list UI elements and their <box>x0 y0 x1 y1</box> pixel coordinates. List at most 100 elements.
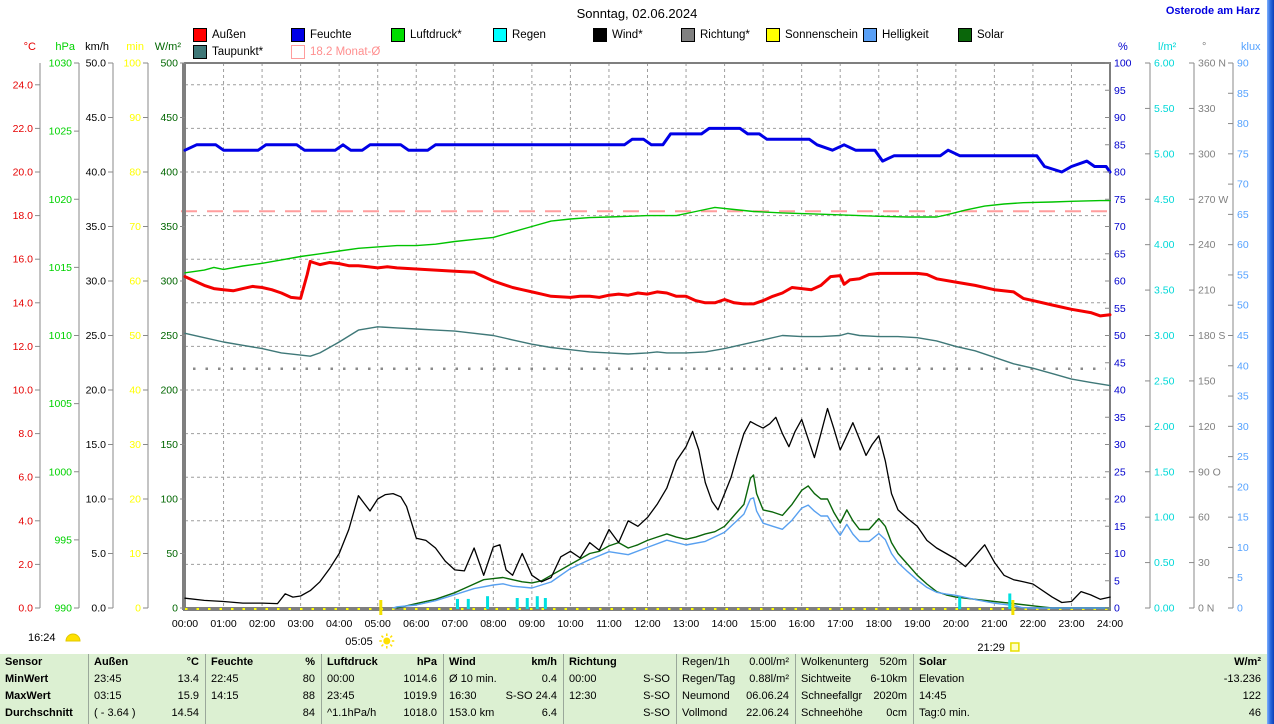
legend-label: Luftdruck* <box>410 29 462 41</box>
axis-label: 450 <box>160 112 178 124</box>
axis-label: 85 <box>1237 88 1249 100</box>
axis-label: 80 <box>129 167 141 179</box>
axis-label: 180 S <box>1198 330 1225 342</box>
axis-label: 1000 <box>49 466 73 478</box>
axis-label: 40 <box>129 385 141 397</box>
axis-label: 19:00 <box>904 618 930 630</box>
table-cell: Wind km/h <box>449 656 557 668</box>
axis-label: 10.0 <box>86 494 107 506</box>
legend-swatch <box>766 28 780 42</box>
legend-label: Sonnenschein <box>785 29 858 41</box>
axis-label: 14:00 <box>711 618 737 630</box>
axis-label: 5.50 <box>1154 103 1175 115</box>
axis-label: 10 <box>1114 548 1126 560</box>
axis-label: 270 W <box>1198 194 1228 206</box>
axis-label: 350 <box>160 221 178 233</box>
series-taupunkt-line <box>184 326 1111 387</box>
legend-label: Richtung* <box>700 29 750 41</box>
axis-label: 150 <box>160 439 178 451</box>
axis-label: 150 <box>1198 375 1216 387</box>
table-column-7: Solar W/m² Elevation -13.236 14:45 122 Tag:0 m… <box>913 654 1267 724</box>
axis-label: 18.0 <box>13 210 34 222</box>
axis-label: 100 <box>160 494 178 506</box>
legend-item-sonnenschein: Sonnenschein <box>766 28 858 42</box>
axis-label: 30 <box>1237 421 1249 433</box>
axis-label: 500 <box>160 58 178 70</box>
legend-item-regen: Regen <box>493 28 546 42</box>
table-cell: Neumond 06.06.24 <box>682 690 789 702</box>
window-edge-bar <box>1267 0 1274 724</box>
axis-label: 45 <box>1237 330 1249 342</box>
table-cell: ^1.1hPa/h 1018.0 <box>327 707 437 719</box>
axis-label: % <box>1118 41 1128 53</box>
legend-label: Wind* <box>612 29 643 41</box>
legend-item-wind-: Wind* <box>593 28 643 42</box>
station-link[interactable]: Osterode am Harz <box>1165 5 1260 17</box>
summary-table: Sensor MinWert MaxWert Durchschnitt Außen °C 2… <box>0 654 1267 724</box>
axis-label: 50 <box>1237 300 1249 312</box>
chart-legend-row1: Außen Feuchte Luftdruck* Regen Wind* Richtung… <box>0 28 1274 44</box>
table-column-sensor: Sensor MinWert MaxWert Durchschnitt <box>0 654 88 724</box>
axis-label: 2.50 <box>1154 375 1175 387</box>
axis-label: 1015 <box>49 262 73 274</box>
axis-label: °C <box>24 41 36 53</box>
series-solar-line <box>396 474 1111 609</box>
axis-label: 0.0 <box>18 603 33 615</box>
axis-label: 30.0 <box>86 276 107 288</box>
table-cell: 16:30 S-SO 24.4 <box>449 690 557 702</box>
moon-icon <box>65 633 81 642</box>
table-cell: 22:45 80 <box>211 673 315 685</box>
axis-label: 5.00 <box>1154 148 1175 160</box>
axis-label: 0 N <box>1198 603 1214 615</box>
legend-item-au-en: Außen <box>193 28 246 42</box>
legend-swatch <box>681 28 695 42</box>
axis-label: 10 <box>1237 542 1249 554</box>
axis-label: 80 <box>1237 118 1249 130</box>
axis-label: 75 <box>1237 148 1249 160</box>
page-title: Sonntag, 02.06.2024 <box>576 6 698 21</box>
table-cell: 14:45 122 <box>919 690 1261 702</box>
axis-label: 30 <box>129 439 141 451</box>
axis-label: 5 <box>1237 572 1243 584</box>
axis-label: 70 <box>1114 221 1126 233</box>
axis-label: 10 <box>129 548 141 560</box>
axis-label: 60 <box>1198 512 1210 524</box>
axis-label: 0 <box>135 603 141 615</box>
axis-label: 6.0 <box>18 472 33 484</box>
axis-label: 10.0 <box>13 385 34 397</box>
axis-label: 40 <box>1237 360 1249 372</box>
axis-label: 300 <box>160 276 178 288</box>
axis-label: 4.00 <box>1154 239 1175 251</box>
axis-label: 04:00 <box>326 618 352 630</box>
axis-label: 60 <box>1114 276 1126 288</box>
axis-label: 0 <box>1237 603 1243 615</box>
axis-label: 11:00 <box>596 618 622 630</box>
table-cell: Richtung <box>569 656 617 668</box>
axis-label: 65 <box>1114 248 1126 260</box>
axis-label: 07:00 <box>442 618 468 630</box>
axis-label: 0 <box>1114 603 1120 615</box>
table-cell: Außen °C <box>94 656 199 668</box>
axis-label: 0.0 <box>91 603 106 615</box>
moon-time: 16:24 <box>28 632 56 644</box>
axis-label: 20.0 <box>86 385 107 397</box>
axis-label: 200 <box>160 385 178 397</box>
axis-label: min <box>126 41 144 53</box>
legend-label: Feuchte <box>310 29 352 41</box>
legend-swatch <box>193 45 207 59</box>
axis-label: 15:00 <box>750 618 776 630</box>
axis-label: 70 <box>1237 179 1249 191</box>
legend-label: 18.2 Monat-Ø <box>310 46 381 58</box>
table-column-5: Regen/1h 0.00l/m² Regen/Tag 0.88l/m² Neumond… <box>676 654 795 724</box>
chart-legend-row2: Taupunkt* 18.2 Monat-Ø <box>0 45 1274 61</box>
axis-label: 12.0 <box>13 341 34 353</box>
legend-item-luftdruck-: Luftdruck* <box>391 28 462 42</box>
axis-label: 21:00 <box>981 618 1007 630</box>
axis-label: 30 <box>1114 439 1126 451</box>
axis-label: 20:00 <box>943 618 969 630</box>
legend-label: Helligkeit <box>882 29 929 41</box>
series-helligkeit-line <box>392 497 1111 609</box>
axis-label: 12:00 <box>634 618 660 630</box>
sunrise-time: 05:05 <box>345 636 373 648</box>
axis-label: 30 <box>1198 557 1210 569</box>
